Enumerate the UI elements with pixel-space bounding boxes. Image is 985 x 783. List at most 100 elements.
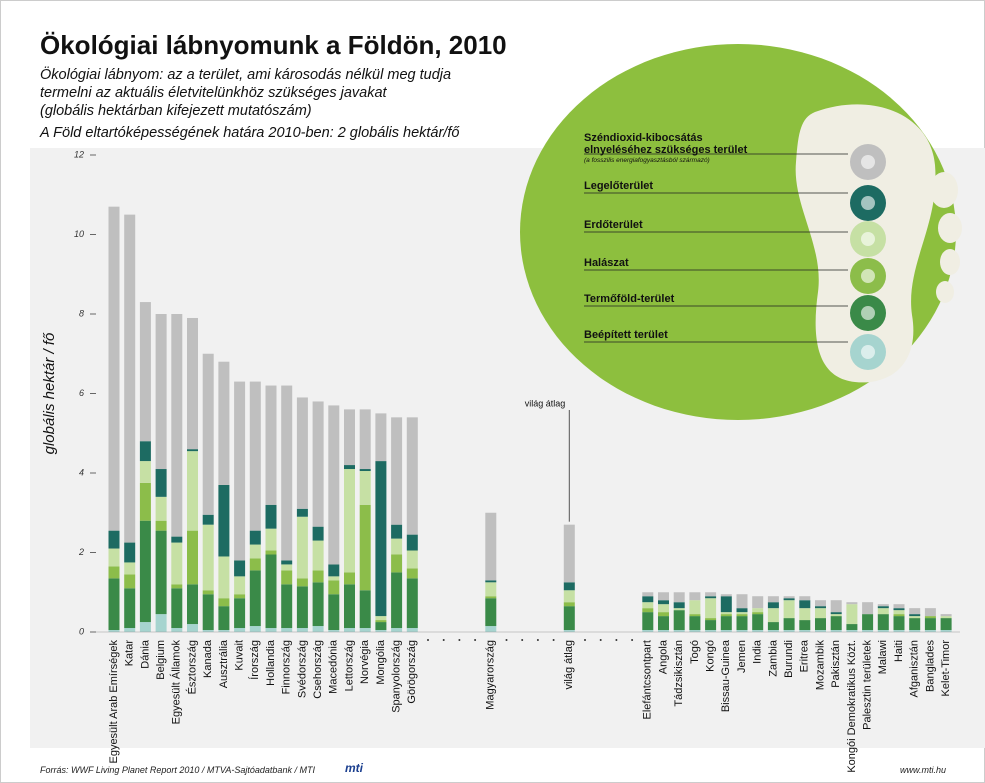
bar-segment <box>406 568 418 579</box>
bar-segment <box>752 612 764 615</box>
bar-segment <box>139 520 151 623</box>
bar-segment <box>830 630 842 632</box>
x-tick-label: Palesztin területek <box>862 640 874 730</box>
bar-segment <box>862 614 874 631</box>
bar-segment <box>563 606 575 631</box>
bar-segment <box>783 598 795 601</box>
y-tick-label: 10 <box>74 229 84 239</box>
bar-segment <box>124 574 136 589</box>
gap-dot <box>474 639 477 641</box>
legend-icon <box>861 196 875 210</box>
bar-segment <box>642 612 654 631</box>
x-tick-label: Svédország <box>296 640 308 698</box>
bar-segment <box>202 590 214 595</box>
bar-segment <box>642 602 654 609</box>
bar-segment <box>296 628 308 632</box>
bar-segment <box>359 469 371 472</box>
bar-segment <box>391 538 403 555</box>
bar-segment <box>234 598 246 629</box>
bar-segment <box>249 626 261 632</box>
bar-segment <box>155 314 167 470</box>
bar-segment <box>909 614 921 617</box>
bar-segment <box>108 548 120 567</box>
bar-segment <box>249 558 261 571</box>
gap-dot <box>521 639 524 641</box>
title: Ökológiai lábnyomunk a Földön, 2010 <box>40 30 507 60</box>
bar-segment <box>563 602 575 607</box>
bar-segment <box>815 618 826 631</box>
bar-segment <box>296 578 308 587</box>
x-tick-label: Afganisztán <box>909 640 921 697</box>
bar-segment <box>783 630 795 632</box>
legend-icon <box>861 306 875 320</box>
gap-dot <box>442 639 445 641</box>
bar-segment <box>281 584 293 629</box>
bar-segment <box>909 608 921 615</box>
x-tick-label: Belgium <box>155 640 167 680</box>
bar-segment <box>909 616 921 619</box>
bar-segment <box>940 616 952 619</box>
x-tick-label: Banglades <box>924 640 936 692</box>
legend-label: Beépített terület <box>584 329 668 341</box>
bar-segment <box>328 580 340 595</box>
bar-segment <box>265 554 277 629</box>
bar-segment <box>736 594 748 609</box>
bar-segment <box>344 409 355 466</box>
bar-segment <box>658 612 669 617</box>
bar-segment <box>893 610 905 615</box>
bar-segment <box>705 598 717 619</box>
bar-segment <box>265 550 277 555</box>
bar-segment <box>720 630 732 632</box>
bar-segment <box>139 461 151 483</box>
bar-segment <box>218 484 230 557</box>
bar-segment <box>846 602 858 605</box>
y-tick-label: 8 <box>79 308 84 318</box>
bar-segment <box>689 630 701 632</box>
bar-segment <box>799 600 811 609</box>
bar-segment <box>234 628 246 632</box>
subtitle: Ökológiai lábnyom: az a terület, ami kár… <box>40 66 451 120</box>
bar-segment <box>563 590 575 603</box>
x-tick-label: Elefántcsontpart <box>642 640 654 720</box>
bar-segment <box>406 417 418 535</box>
x-tick-label: Togó <box>689 640 701 664</box>
bar-segment <box>124 588 136 629</box>
x-tick-label: Egyesült Arab Emírségek <box>108 640 120 764</box>
y-tick-label: 6 <box>79 388 84 398</box>
bar-segment <box>893 608 905 611</box>
bar-segment <box>218 598 230 607</box>
bar-segment <box>673 610 685 631</box>
y-tick-label: 0 <box>79 626 84 636</box>
bar-segment <box>375 461 387 617</box>
bar-segment <box>877 606 889 609</box>
legend-label: Termőföld-terület <box>584 293 675 305</box>
bar-segment <box>328 594 340 631</box>
bar-segment <box>767 596 779 603</box>
x-tick-label: Kongó <box>705 640 717 672</box>
bar-segment <box>893 630 905 632</box>
bar-segment <box>705 596 717 599</box>
bar-segment <box>830 600 842 613</box>
x-tick-label: Görögország <box>406 640 418 704</box>
bar-segment <box>673 608 685 611</box>
x-tick-label: Egyesült Államok <box>170 640 183 725</box>
bar-segment <box>375 413 387 462</box>
bar-segment <box>815 600 826 607</box>
bar-segment <box>234 560 246 577</box>
bar-segment <box>218 361 230 485</box>
subtitle-line: (globális hektárban kifejezett mutatószá… <box>40 103 312 119</box>
bar-segment <box>296 397 308 509</box>
x-tick-label: Bissau-Guinea <box>720 639 732 712</box>
bar-segment <box>312 570 324 583</box>
bar-segment <box>909 618 921 631</box>
toe <box>936 281 954 303</box>
bar-segment <box>736 612 748 615</box>
x-tick-label: Macedónia <box>328 639 340 694</box>
bar-segment <box>658 592 669 601</box>
bar-segment <box>155 614 167 632</box>
bar-segment <box>187 451 198 531</box>
bar-segment <box>187 449 198 452</box>
bar-segment <box>485 598 497 627</box>
bar-segment <box>187 624 198 632</box>
